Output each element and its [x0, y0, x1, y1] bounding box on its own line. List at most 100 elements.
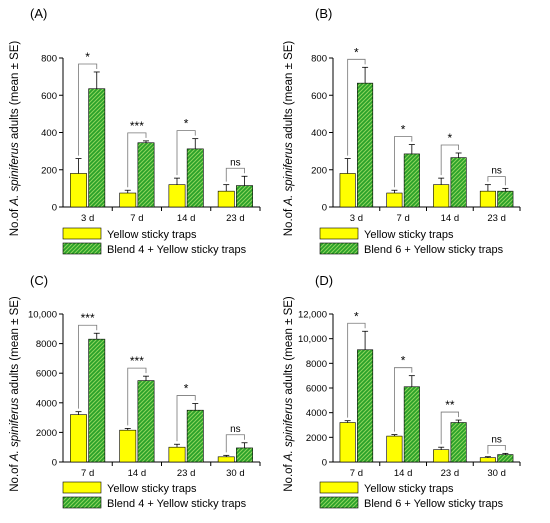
significance-label: *: [354, 309, 359, 323]
significance-label: *: [184, 117, 189, 131]
y-tick-label: 8000: [306, 359, 327, 370]
significance-bracket: [347, 58, 366, 156]
y-axis-label: No.of A. spiniferus adults (mean ± SE): [283, 41, 295, 237]
y-axis-label-prefix: No.of: [9, 206, 21, 237]
legend-swatch-yellow: [319, 227, 359, 240]
x-tick-label: 3 d: [81, 213, 94, 224]
bar-blend-traps: [137, 380, 155, 463]
legend: Yellow sticky traps Blend 6 + Yellow stic…: [319, 227, 504, 256]
significance-label: *: [401, 354, 406, 368]
significance-label: *: [354, 45, 359, 59]
bar-yellow-traps: [339, 422, 356, 463]
y-tick-label: 8000: [36, 339, 57, 350]
bar-yellow-traps: [168, 184, 186, 208]
legend: Yellow sticky traps Blend 4 + Yellow stic…: [62, 227, 247, 256]
legend-label-blend: Blend 6 + Yellow sticky traps: [364, 498, 504, 510]
y-tick-label: 4000: [306, 408, 327, 419]
y-tick-label: 0: [52, 458, 57, 469]
bar-yellow-traps: [119, 429, 137, 463]
y-tick-label: 6000: [36, 369, 57, 380]
x-tick-label: 14 d: [177, 213, 196, 224]
y-tick-label: 0: [52, 203, 57, 214]
bar-blend-traps: [88, 88, 106, 208]
legend-label-yellow: Yellow sticky traps: [364, 483, 454, 495]
bar-yellow-traps: [386, 192, 403, 208]
panel-label: (A): [30, 6, 47, 21]
y-tick-label: 600: [41, 91, 57, 102]
y-tick-label: 12,000: [298, 310, 327, 321]
y-axis-label-prefix: No.of: [283, 206, 295, 237]
y-axis-label-suffix: adults (mean ± SE): [283, 41, 295, 143]
y-axis-label-species: A. spiniferus: [283, 142, 295, 207]
bar-yellow-traps: [339, 173, 356, 208]
y-axis-label-species: A. spiniferus: [9, 398, 21, 463]
x-tick-label: 23 d: [441, 468, 460, 479]
legend-label-blend: Blend 4 + Yellow sticky traps: [107, 244, 247, 256]
significance-label: ***: [81, 311, 95, 325]
bar-yellow-traps: [217, 456, 235, 463]
bar-yellow-traps: [119, 192, 137, 208]
bar-blend-traps: [186, 409, 204, 463]
x-tick-label: 23 d: [226, 213, 245, 224]
significance-label: *: [401, 123, 406, 137]
y-axis-label-suffix: adults (mean ± SE): [9, 296, 21, 398]
bar-yellow-traps: [433, 184, 450, 208]
significance-label: ns: [230, 157, 241, 168]
significance-label: **: [445, 398, 455, 412]
significance-label: ***: [130, 354, 144, 368]
bar-yellow-traps: [217, 190, 235, 208]
y-tick-label: 200: [41, 165, 57, 176]
bar-blend-traps: [497, 190, 514, 208]
significance-bracket: [176, 130, 196, 176]
x-tick-label: 7 d: [130, 213, 143, 224]
significance-label: ***: [130, 119, 144, 133]
y-axis-label-prefix: No.of: [9, 461, 21, 492]
y-tick-label: 6000: [306, 384, 327, 395]
legend-label-blend: Blend 4 + Yellow sticky traps: [107, 498, 247, 510]
significance-bracket: [347, 322, 366, 418]
panel-label: (B): [315, 6, 332, 21]
significance-label: ns: [230, 424, 241, 435]
legend-label-blend: Blend 6 + Yellow sticky traps: [364, 244, 504, 256]
legend: Yellow sticky traps Blend 4 + Yellow stic…: [62, 481, 247, 510]
bar-blend-traps: [450, 157, 467, 208]
chart-panel-1: (A) No.of A. spiniferus adults (mean ± SE…: [9, 6, 261, 256]
y-tick-label: 10,000: [298, 334, 327, 345]
legend-swatch-yellow: [62, 227, 102, 240]
significance-bracket: [394, 367, 413, 432]
legend-label-yellow: Yellow sticky traps: [364, 229, 454, 241]
y-tick-label: 400: [41, 128, 57, 139]
bar-blend-traps: [497, 454, 514, 463]
y-axis-label-suffix: adults (mean ± SE): [283, 296, 295, 398]
significance-bracket: [225, 434, 245, 453]
legend-label-yellow: Yellow sticky traps: [107, 483, 197, 495]
x-tick-label: 7 d: [397, 213, 410, 224]
y-tick-label: 600: [311, 91, 327, 102]
legend-swatch-blend: [319, 242, 359, 255]
bar-yellow-traps: [479, 190, 496, 208]
bar-blend-traps: [450, 422, 467, 463]
significance-bracket: [225, 167, 245, 182]
significance-bracket: [440, 144, 459, 176]
bar-blend-traps: [357, 82, 374, 208]
y-axis-label: No.of A. spiniferus adults (mean ± SE): [283, 296, 295, 492]
panel-label: (D): [315, 273, 333, 288]
legend-swatch-blend: [62, 242, 102, 255]
x-tick-label: 7 d: [350, 468, 363, 479]
significance-bracket: [394, 136, 413, 188]
legend-swatch-blend: [62, 496, 102, 509]
y-tick-label: 200: [311, 165, 327, 176]
significance-label: *: [184, 382, 189, 396]
bar-yellow-traps: [70, 173, 87, 208]
y-tick-label: 2000: [306, 433, 327, 444]
bar-blend-traps: [137, 142, 155, 208]
bar-yellow-traps: [168, 446, 186, 463]
y-tick-label: 0: [322, 203, 327, 214]
y-tick-label: 800: [41, 54, 57, 65]
significance-bracket: [487, 444, 506, 454]
x-tick-label: 14 d: [441, 213, 460, 224]
y-tick-label: 0: [322, 458, 327, 469]
y-axis-label-prefix: No.of: [283, 461, 295, 492]
